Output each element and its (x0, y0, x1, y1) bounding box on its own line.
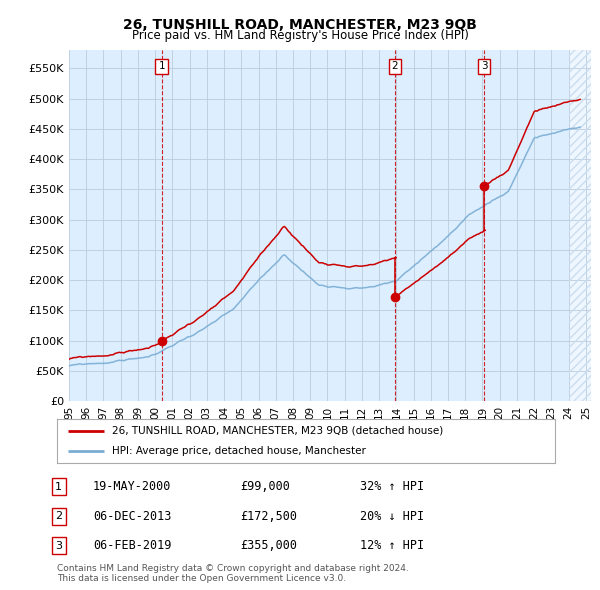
Text: 1: 1 (55, 482, 62, 491)
Bar (569, 38, 595, 401)
Text: 1: 1 (158, 61, 165, 71)
Text: 20% ↓ HPI: 20% ↓ HPI (360, 510, 424, 523)
Text: 19-MAY-2000: 19-MAY-2000 (93, 480, 172, 493)
Text: £172,500: £172,500 (240, 510, 297, 523)
Text: 26, TUNSHILL ROAD, MANCHESTER, M23 9QB (detached house): 26, TUNSHILL ROAD, MANCHESTER, M23 9QB (… (112, 426, 443, 436)
Text: Contains HM Land Registry data © Crown copyright and database right 2024.
This d: Contains HM Land Registry data © Crown c… (57, 563, 409, 583)
Text: 2: 2 (55, 512, 62, 521)
Text: HPI: Average price, detached house, Manchester: HPI: Average price, detached house, Manc… (112, 446, 365, 456)
Text: 06-DEC-2013: 06-DEC-2013 (93, 510, 172, 523)
Text: 3: 3 (55, 541, 62, 550)
Text: 06-FEB-2019: 06-FEB-2019 (93, 539, 172, 552)
Text: £99,000: £99,000 (240, 480, 290, 493)
Text: 26, TUNSHILL ROAD, MANCHESTER, M23 9QB: 26, TUNSHILL ROAD, MANCHESTER, M23 9QB (123, 18, 477, 32)
Text: £355,000: £355,000 (240, 539, 297, 552)
Text: 2: 2 (392, 61, 398, 71)
Text: 32% ↑ HPI: 32% ↑ HPI (360, 480, 424, 493)
Text: Price paid vs. HM Land Registry's House Price Index (HPI): Price paid vs. HM Land Registry's House … (131, 30, 469, 42)
Text: 12% ↑ HPI: 12% ↑ HPI (360, 539, 424, 552)
Text: 3: 3 (481, 61, 487, 71)
